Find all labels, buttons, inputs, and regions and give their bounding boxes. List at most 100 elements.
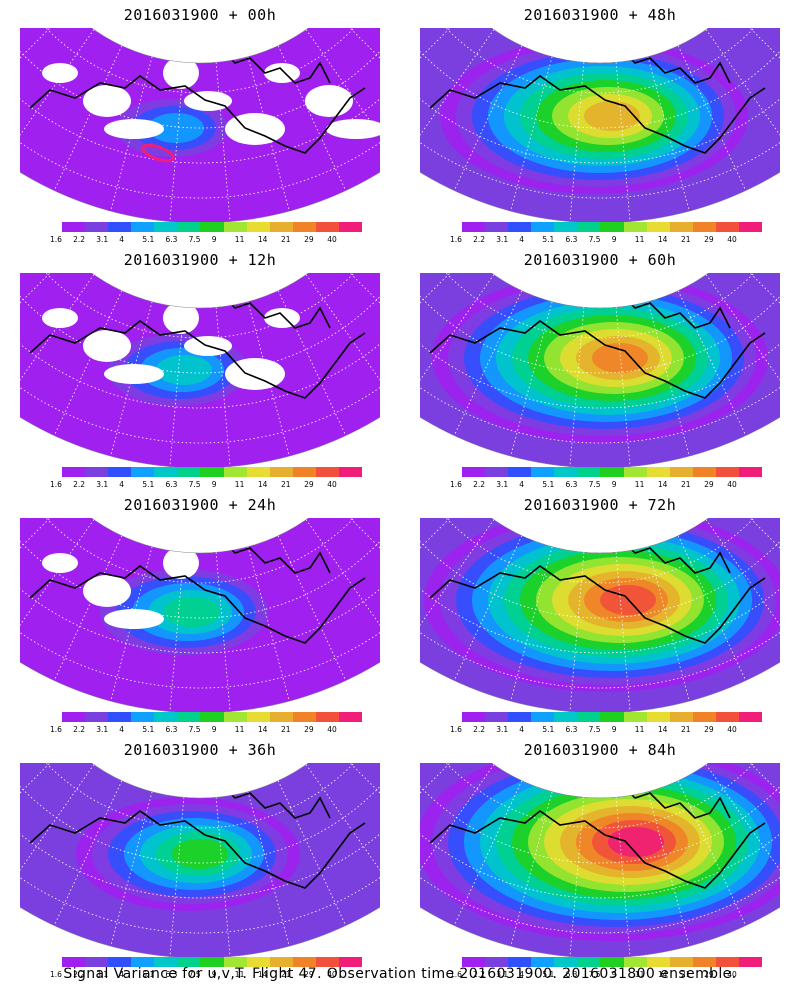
colorbar-tick-label: 1.6 (450, 480, 462, 489)
latitude-line (423, 763, 777, 829)
colorbar-swatch (131, 222, 155, 232)
colorbar-swatch (554, 957, 578, 967)
latitude-line (20, 763, 380, 864)
colorbar-tick-label: 14 (257, 725, 268, 734)
map-panel: 2016031900 + 00h 1.6 2.2 3.1 4 5.1 6.3 7.5 9 11 1… (0, 0, 400, 245)
colorbar-swatch (62, 467, 86, 477)
coastline (219, 782, 331, 819)
colorbar-swatch (223, 467, 247, 477)
latitude-line (23, 763, 377, 829)
colorbar-tick-label: 7.5 (188, 480, 201, 489)
colorbar-swatch (177, 957, 201, 967)
colorbar-tick-label: 4 (119, 970, 125, 979)
latitude-line (20, 41, 380, 164)
colorbar-swatch (154, 957, 178, 967)
low-variance-patch (42, 553, 78, 573)
colorbar-swatch (508, 222, 532, 232)
colorbar-tick-label: 4 (119, 480, 125, 489)
coastline (429, 810, 766, 889)
colorbar-swatch (269, 712, 293, 722)
longitude-line (305, 764, 380, 896)
flight-track (141, 143, 175, 163)
colorbar-tick-label: 7.5 (188, 235, 201, 244)
variance-map (420, 28, 780, 223)
colorbar-swatch (623, 957, 647, 967)
colorbar-tick-label: 5.1 (142, 970, 155, 979)
latitude-line (420, 763, 780, 864)
variance-map (420, 273, 780, 468)
colorbar-tick-label: 11 (234, 725, 245, 734)
longitude-line (453, 290, 523, 436)
low-variance-patch (104, 364, 164, 384)
colorbar-swatch (623, 222, 647, 232)
colorbar-tick-label: 5.1 (542, 725, 555, 734)
colorbar-tick-label: 9 (611, 725, 617, 734)
colorbar-swatch (223, 222, 247, 232)
colorbar-tick-label: 7.5 (188, 725, 201, 734)
variance-contour-band (172, 839, 228, 869)
low-variance-patch (326, 119, 380, 139)
colorbar-swatch (646, 712, 670, 722)
colorbar-tick-label: 1.6 (50, 725, 62, 734)
colorbar-tick-label: 9 (211, 480, 217, 489)
longitude-line (169, 62, 185, 222)
colorbar-swatch (646, 222, 670, 232)
longitude-line (110, 56, 153, 212)
coastline (429, 75, 766, 154)
colorbar-tick-label: 21 (281, 480, 291, 489)
colorbar-tick-label: 9 (611, 970, 617, 979)
low-variance-patch (264, 63, 300, 83)
colorbar-swatch (577, 467, 601, 477)
colorbar-swatch (177, 467, 201, 477)
colorbar-tick-label: 40 (327, 725, 337, 734)
colorbar-tick-label: 4 (519, 970, 525, 979)
map-panel: 2016031900 + 48h 1.6 2.2 3.1 4 5.1 6.3 7.5 9 11 1… (400, 0, 800, 245)
colorbar-tick-label: 14 (657, 480, 668, 489)
colorbar-swatch (108, 712, 132, 722)
colorbar-swatch (554, 467, 578, 477)
colorbar-tick-label: 11 (234, 235, 245, 244)
colorbar-swatch (154, 467, 178, 477)
latitude-line (23, 28, 377, 94)
colorbar-tick-label: 3.1 (496, 235, 509, 244)
colorbar-tick-label: 7.5 (588, 970, 601, 979)
map-panel: 2016031900 + 24h 1.6 2.2 3.1 4 5.1 6.3 7.5 9 11 1… (0, 490, 400, 735)
colorbar-swatch (131, 712, 155, 722)
variance-contour-band (156, 355, 212, 385)
colorbar-tick-label: 7.5 (188, 970, 201, 979)
coastline (219, 537, 331, 574)
colorbar-tick-label: 40 (727, 480, 737, 489)
colorbar-swatch (62, 712, 86, 722)
colorbar-swatch (154, 712, 178, 722)
colorbar-tick-label: 2.2 (73, 725, 86, 734)
panel-title: 2016031900 + 48h (523, 6, 677, 24)
longitude-line (705, 519, 780, 651)
colorbar-swatch (485, 467, 509, 477)
colorbar-tick-label: 2.2 (473, 725, 486, 734)
colorbar-swatch (85, 957, 109, 967)
colorbar-tick-label: 5.1 (142, 725, 155, 734)
colorbar-swatch (715, 222, 739, 232)
colorbar-swatch (246, 222, 270, 232)
colorbar-labels: 1.6 2.2 3.1 4 5.1 6.3 7.5 9 11 14 21 29 40 (50, 725, 350, 735)
coastline (29, 320, 366, 399)
colorbar-swatch (131, 467, 155, 477)
figure-caption: Signal Variance for u,v,T. Flight 47. Ob… (63, 966, 737, 982)
colorbar-swatch (577, 712, 601, 722)
colorbar-labels: 1.6 2.2 3.1 4 5.1 6.3 7.5 9 11 14 21 29 40 (450, 480, 750, 490)
coastline (619, 537, 731, 574)
variance-map (420, 518, 780, 713)
latitude-line (20, 776, 380, 899)
colorbar-tick-label: 11 (634, 235, 645, 244)
colorbar-tick-label: 6.3 (165, 725, 178, 734)
colorbar-swatch (692, 467, 716, 477)
latitude-line (420, 531, 780, 654)
colorbar-tick-label: 1.6 (50, 235, 62, 244)
colorbar-swatch (485, 222, 509, 232)
colorbar-tick-label: 2.2 (73, 235, 86, 244)
colorbar-tick-label: 29 (304, 725, 314, 734)
map-boundary (20, 28, 380, 223)
colorbar-swatch (177, 712, 201, 722)
colorbar-swatch (200, 467, 224, 477)
colorbar-swatch (715, 712, 739, 722)
